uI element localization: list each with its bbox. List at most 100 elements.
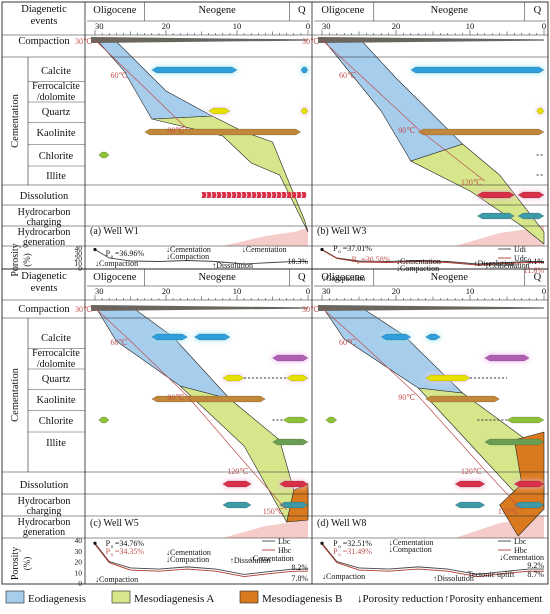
time-tick-label: 10	[233, 21, 242, 31]
dissolution-mark	[216, 192, 222, 198]
temperature-label: 120℃	[227, 467, 248, 476]
time-tick-label: 10	[466, 286, 475, 296]
dissolution-mark	[286, 192, 292, 198]
porosity-initial-value: =37.01%	[343, 244, 373, 253]
porosity-legend-label: Udi	[514, 245, 527, 254]
row-label-cementation: Cementation	[10, 93, 21, 147]
panel-title: (a) Well W1	[90, 226, 139, 237]
porosity-tick-label: 40	[75, 244, 83, 253]
chlorite-bar	[506, 416, 545, 424]
header-neogene: Neogene	[198, 5, 236, 16]
row-label-quartz: Quartz	[42, 107, 71, 118]
porosity-curve	[94, 249, 308, 265]
porosity-initial: P	[333, 539, 338, 548]
porosity-sub: o	[338, 250, 341, 255]
porosity-start-point	[93, 247, 97, 252]
eodiagenesis-band	[321, 37, 464, 162]
panel-title: (d) Well W8	[317, 518, 366, 529]
porosity-initial: P	[352, 255, 357, 264]
porosity-tick-label: 10	[75, 259, 83, 268]
time-tick-label: 30	[322, 286, 331, 296]
panel-w5	[91, 305, 310, 578]
porosity-curve-2	[94, 544, 308, 578]
porosity-final-value: 8.2%	[291, 563, 308, 572]
kaolinite-bar	[151, 395, 266, 403]
porosity-sub: o	[338, 545, 341, 550]
porosity-annotation: ↓Compaction	[389, 545, 432, 554]
legend-meso-a: Mesodiagenesis A	[134, 593, 214, 605]
dissolution-mark	[236, 192, 242, 198]
row-label-chlorite: Chlorite	[39, 416, 74, 427]
porosity-legend-label: Lbc	[278, 537, 291, 546]
row-label-kaolinite: Kaolinite	[36, 128, 75, 139]
porosity-initial: P	[333, 547, 338, 556]
chlorite-bar	[98, 416, 110, 424]
porosity-annotation: ↓Cementation	[389, 538, 434, 547]
temperature-label: 90℃	[398, 393, 415, 402]
quartz-bar	[222, 374, 245, 382]
porosity-initial-value: =32.51%	[343, 539, 373, 548]
porosity-annotation: ↓Cementation	[396, 257, 441, 266]
dissolution-mark	[226, 192, 232, 198]
porosity-curve	[94, 542, 308, 575]
ferro-bar	[272, 354, 309, 362]
porosity-final-value: 8.7%	[527, 570, 544, 579]
temperature-line	[321, 307, 523, 511]
porosity-legend-label: Lbc	[514, 537, 527, 546]
legend-meso-b: Mesodiagenesis B	[262, 593, 342, 605]
time-tick-label: 20	[162, 286, 171, 296]
porosity-annotation: Tectonic uplift	[468, 570, 516, 579]
porosity-annotation: ↓Cementation	[166, 548, 211, 557]
row-label-porosity-unit: (%)	[22, 557, 32, 571]
charging-bar	[477, 212, 515, 220]
porosity-final-value: 11.6%	[524, 266, 545, 275]
row-label-hc-generation: Hydrocarbon	[18, 227, 71, 238]
legend-eodiagenesis: Eodiagenesis	[28, 593, 86, 605]
temperature-label: 60℃	[111, 71, 128, 80]
porosity-start-point	[93, 541, 97, 545]
header-oligocene: Oligocene	[93, 272, 136, 283]
porosity-annotation: ↑Dissolution	[433, 574, 474, 583]
dissolution-mark	[211, 192, 217, 198]
time-tick-label: 10	[466, 21, 475, 31]
temperature-label: 120℃	[461, 467, 482, 476]
row-label-diagenetic-events: Diagenetic	[21, 271, 67, 282]
row-label-dissolution: Dissolution	[20, 191, 69, 202]
porosity-sub: o	[338, 553, 341, 558]
porosity-initial-value: =34.35%	[115, 547, 145, 556]
porosity-initial-value: =36.96%	[115, 249, 145, 258]
temperature-label: 60℃	[339, 71, 356, 80]
kaolinite-bar	[144, 128, 302, 136]
porosity-initial: P	[106, 539, 111, 548]
porosity-curve-2	[321, 544, 544, 578]
calcite-bar	[380, 333, 412, 341]
row-label-cementation: Cementation	[10, 367, 21, 421]
porosity-sub: o	[111, 553, 114, 558]
porosity-initial-value: =34.76%	[115, 539, 145, 548]
dissolution-bar	[514, 480, 545, 488]
porosity-annotation: ↓Compaction	[166, 252, 209, 261]
time-tick-label: 20	[392, 286, 401, 296]
row-label-dissolution: Dissolution	[20, 480, 69, 491]
porosity-curve	[321, 249, 544, 265]
panel-w1	[91, 37, 310, 265]
temperature-label: 30℃	[302, 37, 319, 46]
dissolution-mark	[271, 192, 277, 198]
porosity-final-value: 9.2%	[527, 561, 544, 570]
porosity-annotation: ↑Dissolution	[230, 556, 271, 565]
dissolution-mark	[291, 192, 297, 198]
porosity-annotation: ↓Cementation	[499, 553, 544, 562]
compaction-wedge	[91, 305, 308, 311]
row-label-hc-charging: charging	[27, 217, 62, 228]
porosity-tick-label: 0	[78, 264, 82, 273]
header-oligocene: Oligocene	[93, 5, 136, 16]
row-label-hc-charging: Hydrocarbon	[18, 207, 71, 218]
header-neogene: Neogene	[431, 272, 469, 283]
calcite-bar	[425, 333, 441, 341]
temperature-label: 90℃	[167, 126, 184, 135]
porosity-start-point	[320, 541, 324, 545]
legend-swatch-eodiagenesis	[5, 590, 25, 604]
dissolution-mark	[201, 192, 207, 198]
panel-title: (b) Well W3	[317, 226, 366, 237]
hc-generation-area	[222, 228, 308, 246]
